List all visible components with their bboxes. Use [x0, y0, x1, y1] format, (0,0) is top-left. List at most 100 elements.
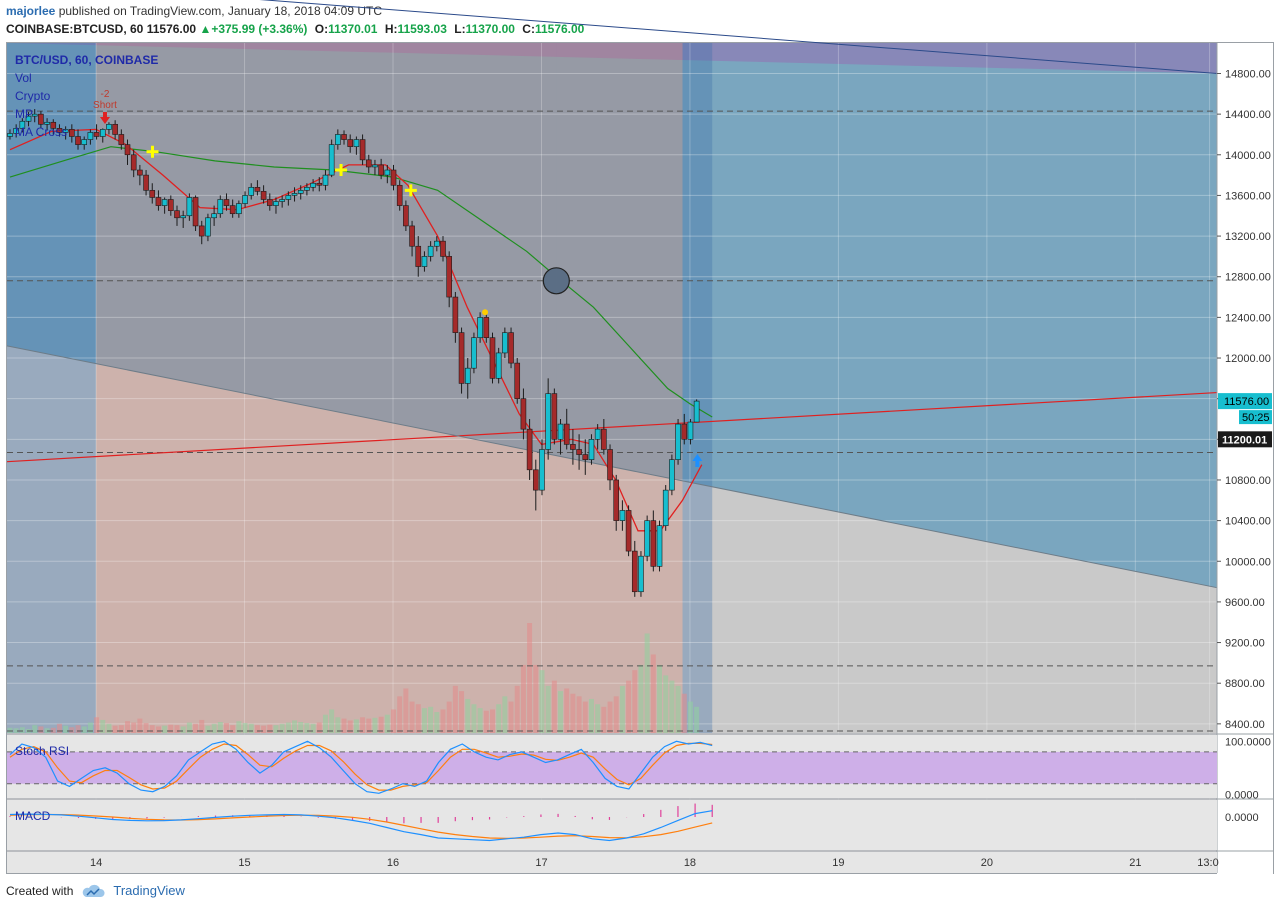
- candle-body: [93, 132, 100, 137]
- candle-body: [440, 240, 446, 257]
- candle-body: [495, 352, 502, 379]
- volume-bar: [205, 725, 211, 733]
- candle-body: [310, 182, 316, 188]
- volume-bar: [285, 722, 291, 733]
- volume-bar: [137, 718, 143, 733]
- red-trend-line: [6, 391, 1218, 463]
- volume-bar: [217, 722, 223, 733]
- volume-bar: [19, 727, 25, 733]
- volume-bar: [174, 725, 180, 733]
- candle-body: [112, 123, 118, 135]
- candle-body: [211, 213, 217, 219]
- candle-body: [625, 510, 632, 552]
- candle-body: [99, 129, 106, 137]
- candle-body: [483, 317, 490, 338]
- volume-bar: [619, 685, 625, 733]
- stoch-d-line: [9, 742, 713, 791]
- volume-bar: [539, 670, 545, 733]
- candle-body: [545, 393, 551, 450]
- stoch-rsi-label[interactable]: Stoch RSI: [15, 744, 70, 758]
- legend-item-mp[interactable]: MP: [15, 107, 33, 121]
- candle-body: [19, 120, 26, 129]
- long-arrow-icon: [692, 454, 703, 467]
- candle-body: [50, 121, 57, 129]
- volume-bar: [50, 727, 56, 733]
- volume-bar: [186, 722, 192, 733]
- volume-bar: [162, 725, 168, 733]
- candle-body: [471, 337, 477, 369]
- candle-body: [217, 199, 224, 215]
- volume-bar: [125, 721, 131, 733]
- author-link[interactable]: majorlee: [6, 4, 56, 18]
- legend-item-crypto[interactable]: Crypto: [15, 89, 51, 103]
- candle-body: [304, 187, 310, 191]
- top-trend-line: [259, 0, 1218, 74]
- volume-bar: [56, 723, 62, 733]
- volume-bar: [669, 680, 675, 733]
- macd-label[interactable]: MACD: [15, 809, 51, 823]
- volume-bar: [694, 706, 700, 733]
- legend-item-vol[interactable]: Vol: [15, 71, 32, 85]
- volume-bar: [143, 723, 149, 733]
- stoch-k-line: [9, 740, 713, 794]
- volume-bar: [502, 696, 508, 733]
- price-tick-label: 8800.00: [1225, 678, 1265, 690]
- volume-bar: [242, 723, 248, 733]
- volume-bar: [211, 723, 217, 733]
- tradingview-link[interactable]: TradingView: [113, 883, 185, 898]
- volume-bar: [347, 720, 353, 733]
- level-label: 11200.01: [1222, 434, 1267, 446]
- candle-body: [582, 454, 589, 460]
- candle-body: [44, 121, 50, 125]
- volume-bar: [112, 725, 118, 733]
- volume-bar: [446, 701, 452, 733]
- candle-body: [576, 449, 582, 455]
- volume-bar: [582, 701, 588, 733]
- volume-bar: [391, 709, 397, 733]
- volume-bar: [273, 725, 279, 733]
- volume-bar: [149, 725, 155, 733]
- legend-title[interactable]: BTC/USD, 60, COINBASE: [15, 53, 159, 67]
- volume-bar: [421, 708, 427, 733]
- time-shade-0: [7, 43, 97, 733]
- legend-item-ma-cross[interactable]: MA Cross: [15, 125, 68, 139]
- time-shade-1: [96, 43, 557, 733]
- candle-body: [557, 423, 564, 440]
- candle-body: [87, 132, 94, 140]
- high-label: H:: [384, 22, 398, 36]
- volume-bar: [261, 725, 267, 733]
- volume-bar: [360, 717, 366, 733]
- volume-bar: [75, 725, 81, 733]
- volume-bar: [267, 724, 273, 733]
- top-zone: [7, 43, 1217, 74]
- candle-body: [316, 182, 323, 186]
- candle-body: [242, 195, 248, 204]
- candle-body: [396, 184, 403, 206]
- created-with-text: Created with: [6, 883, 74, 898]
- time-tick-label: 18: [684, 857, 696, 869]
- change-value: +375.99 (+3.36%): [211, 22, 308, 36]
- stoch-tick-label: 100.0000: [1225, 736, 1271, 748]
- candle-body: [353, 139, 360, 147]
- volume-bar: [613, 696, 619, 733]
- candle-body: [669, 459, 675, 491]
- volume-bar: [316, 722, 322, 733]
- candle-body: [143, 174, 149, 191]
- candle-body: [427, 245, 434, 257]
- candle-body: [532, 469, 539, 491]
- candle-body: [186, 197, 193, 217]
- volume-bar: [403, 688, 409, 733]
- price-axis-bg: [1217, 43, 1273, 875]
- short-count: -2: [101, 89, 110, 100]
- volume-bar: [415, 704, 421, 733]
- volume-bar: [118, 725, 124, 733]
- ma-cross-icon: [146, 145, 159, 158]
- volume-bar: [298, 722, 304, 733]
- volume-bar: [155, 726, 161, 733]
- volume-bar: [335, 717, 341, 733]
- price-tick-label: 14000.00: [1225, 150, 1271, 162]
- candle-body: [260, 191, 267, 200]
- candle-body: [656, 525, 663, 567]
- candle-body: [106, 123, 112, 130]
